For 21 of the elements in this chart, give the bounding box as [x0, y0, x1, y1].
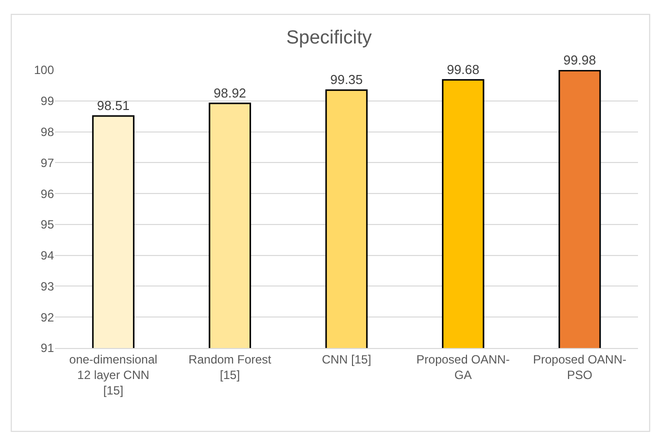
y-tick-label: 98	[40, 124, 54, 139]
y-tick-label: 96	[40, 186, 54, 201]
data-label: 98.92	[214, 85, 246, 100]
y-tick-label: 92	[40, 310, 54, 324]
x-tick-label: Proposed OANN-PSO	[533, 352, 626, 382]
x-tick-label: Proposed OANN-GA	[416, 352, 510, 382]
y-tick-label: 99	[40, 94, 54, 108]
y-tick-label: 95	[40, 218, 54, 232]
chart-title: Specificity	[286, 28, 372, 49]
y-tick-label: 91	[40, 341, 54, 356]
data-label: 99.35	[330, 72, 363, 88]
x-tick-label: one-dimensional 12 layer CNN [15]	[69, 352, 158, 398]
y-tick-label: 100	[34, 63, 54, 78]
data-label: 99.68	[446, 62, 480, 77]
y-tick-label: 93	[40, 279, 54, 294]
data-label: 98.51	[97, 98, 130, 114]
y-tick-label: 97	[40, 156, 54, 170]
y-tick-label: 94	[40, 248, 54, 263]
x-tick-label: CNN [15]	[322, 352, 372, 366]
x-tick-label: Random Forest [15]	[188, 352, 272, 382]
data-label: 99.98	[563, 52, 596, 68]
